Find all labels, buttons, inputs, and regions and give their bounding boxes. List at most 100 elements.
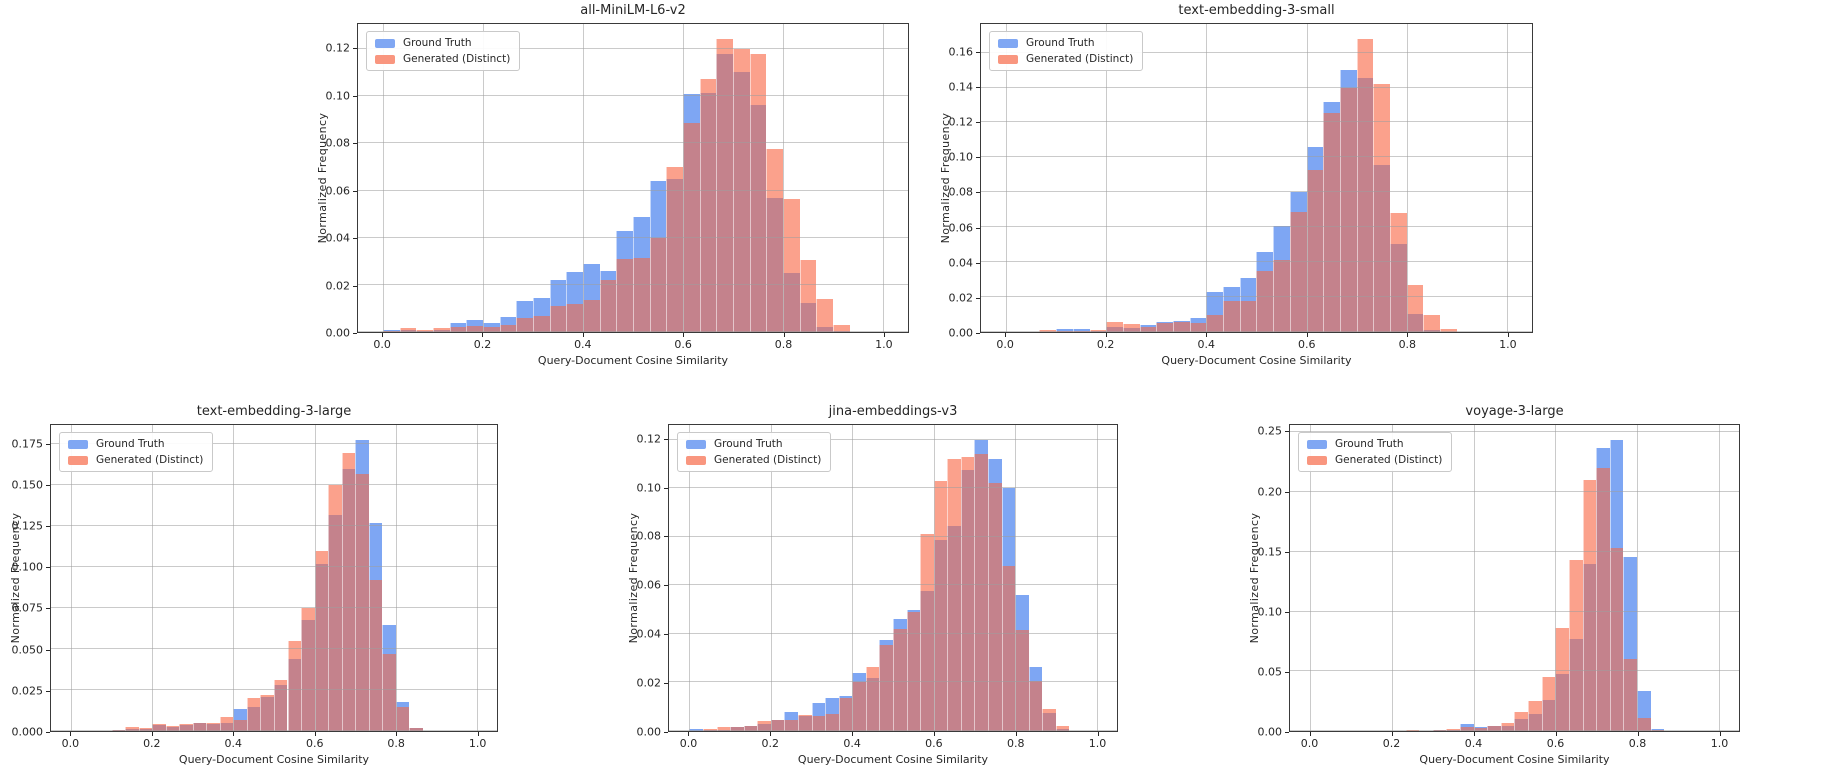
x-tick-mark — [382, 333, 384, 337]
hist-bar-overlap — [399, 329, 417, 332]
gridline-vertical — [1506, 24, 1508, 332]
hist-bar-overlap — [1239, 300, 1257, 332]
hist-bar-overlap — [682, 123, 700, 332]
hist-bar-ground-truth — [906, 609, 921, 612]
x-tick-mark — [482, 333, 484, 337]
y-tick-label: 0.02 — [325, 279, 351, 293]
hist-bar-generated — [246, 698, 261, 708]
hist-bar-overlap — [499, 324, 517, 332]
x-tick-label: 0.0 — [679, 737, 698, 750]
chart-all-minilm-l6-v2: all-MiniLM-L6-v2 Normalized Frequency Qu… — [316, 3, 909, 367]
hist-bar-overlap — [1582, 563, 1597, 731]
hist-bar-ground-truth — [368, 523, 383, 581]
legend-swatch-ground-truth-icon — [375, 38, 395, 48]
chart-voyage-3-large: voyage-3-large Normalized Frequency Quer… — [1248, 404, 1740, 766]
legend: Ground Truth Generated (Distinct) — [59, 432, 214, 472]
hist-bar-generated — [1122, 324, 1140, 328]
x-tick-label: 0.2 — [761, 737, 780, 750]
hist-bar-overlap — [730, 727, 744, 731]
legend-label-generated: Generated (Distinct) — [1026, 53, 1134, 65]
hist-bar-overlap — [1500, 726, 1515, 731]
hist-bar-generated — [732, 49, 750, 72]
hist-bar-ground-truth — [582, 263, 600, 301]
hist-bar-generated — [1405, 729, 1420, 731]
hist-bar-overlap — [1405, 730, 1420, 731]
x-tick-mark — [1005, 333, 1007, 337]
x-tick-label: 0.8 — [1006, 737, 1025, 750]
y-tick-mark — [664, 536, 668, 538]
y-tick-mark — [46, 732, 50, 733]
hist-bar-ground-truth — [1056, 328, 1073, 332]
hist-bar-generated — [1039, 330, 1057, 332]
y-tick-label: 0.125 — [11, 519, 44, 533]
hist-bar-overlap — [449, 327, 467, 332]
legend-label-ground-truth: Ground Truth — [403, 37, 472, 49]
hist-bar-generated — [816, 299, 833, 328]
legend-label-generated: Generated (Distinct) — [403, 53, 511, 65]
hist-bar-ground-truth — [1273, 225, 1290, 261]
gridline-vertical — [476, 425, 478, 731]
hist-bar-ground-truth — [499, 316, 517, 325]
hist-bar-overlap — [1042, 712, 1056, 731]
hist-bar-overlap — [732, 71, 750, 332]
chart-jina-embeddings-v3: jina-embeddings-v3 Normalized Frequency … — [627, 404, 1118, 766]
y-tick-mark — [353, 238, 357, 240]
gridline-horizontal — [358, 142, 908, 144]
hist-bar-ground-truth — [1239, 277, 1257, 301]
y-tick-label: 0.08 — [948, 185, 974, 199]
gridline-horizontal — [669, 584, 1117, 586]
x-tick-mark — [314, 732, 316, 736]
gridline-vertical — [1636, 425, 1638, 731]
hist-bar-overlap — [125, 729, 139, 731]
x-axis-label: Query-Document Cosine Similarity — [178, 753, 370, 766]
hist-bar-generated — [1568, 560, 1583, 640]
gridline-vertical — [1206, 24, 1208, 332]
hist-bar-generated — [416, 329, 433, 331]
x-tick-label: 0.4 — [224, 737, 243, 750]
hist-bar-overlap — [865, 677, 880, 731]
hist-bar-overlap — [246, 707, 261, 731]
chart-title: text-embedding-3-small — [1178, 3, 1335, 18]
y-tick-mark — [664, 634, 668, 636]
hist-bar-generated — [1423, 315, 1441, 331]
hist-bar-generated — [328, 485, 342, 515]
hist-bar-generated — [1373, 84, 1391, 166]
hist-bar-overlap — [784, 720, 798, 731]
y-tick-mark — [976, 192, 980, 194]
legend-entry-generated: Generated (Distinct) — [375, 53, 510, 65]
hist-bar-overlap — [699, 92, 717, 332]
legend: Ground Truth Generated (Distinct) — [366, 31, 521, 71]
y-tick-mark — [46, 608, 50, 610]
hist-bar-overlap — [219, 722, 234, 731]
hist-bar-generated — [399, 328, 417, 330]
hist-bar-ground-truth — [532, 297, 550, 316]
hist-bar-ground-truth — [632, 216, 650, 258]
hist-bar-generated — [1356, 38, 1374, 78]
y-tick-label: 0.025 — [11, 684, 44, 698]
x-tick-mark — [1391, 732, 1393, 736]
hist-bar-ground-truth — [1636, 691, 1651, 718]
gridline-horizontal — [51, 607, 497, 609]
y-tick-mark — [353, 333, 357, 334]
hist-bar-overlap — [582, 300, 600, 332]
y-tick-mark — [46, 484, 50, 486]
hist-bar-overlap — [516, 317, 533, 332]
hist-bar-ground-truth — [811, 703, 826, 717]
gridline-vertical — [1473, 425, 1475, 731]
hist-bar-ground-truth — [395, 701, 410, 708]
x-tick-mark — [70, 732, 72, 736]
hist-bar-ground-truth — [1001, 488, 1016, 566]
x-tick-mark — [683, 333, 685, 337]
hist-bar-overlap — [368, 580, 383, 731]
y-tick-mark — [353, 285, 357, 287]
y-tick-mark — [664, 438, 668, 440]
hist-bar-overlap — [1256, 270, 1274, 332]
hist-bar-generated — [152, 723, 166, 725]
hist-bar-generated — [314, 550, 329, 565]
x-tick-label: 0.0 — [1300, 737, 1319, 750]
hist-bar-overlap — [383, 330, 400, 332]
y-tick-mark — [46, 567, 50, 569]
hist-bar-generated — [165, 726, 180, 727]
hist-bar-ground-truth — [1306, 146, 1324, 170]
y-tick-label: 0.050 — [11, 643, 44, 657]
